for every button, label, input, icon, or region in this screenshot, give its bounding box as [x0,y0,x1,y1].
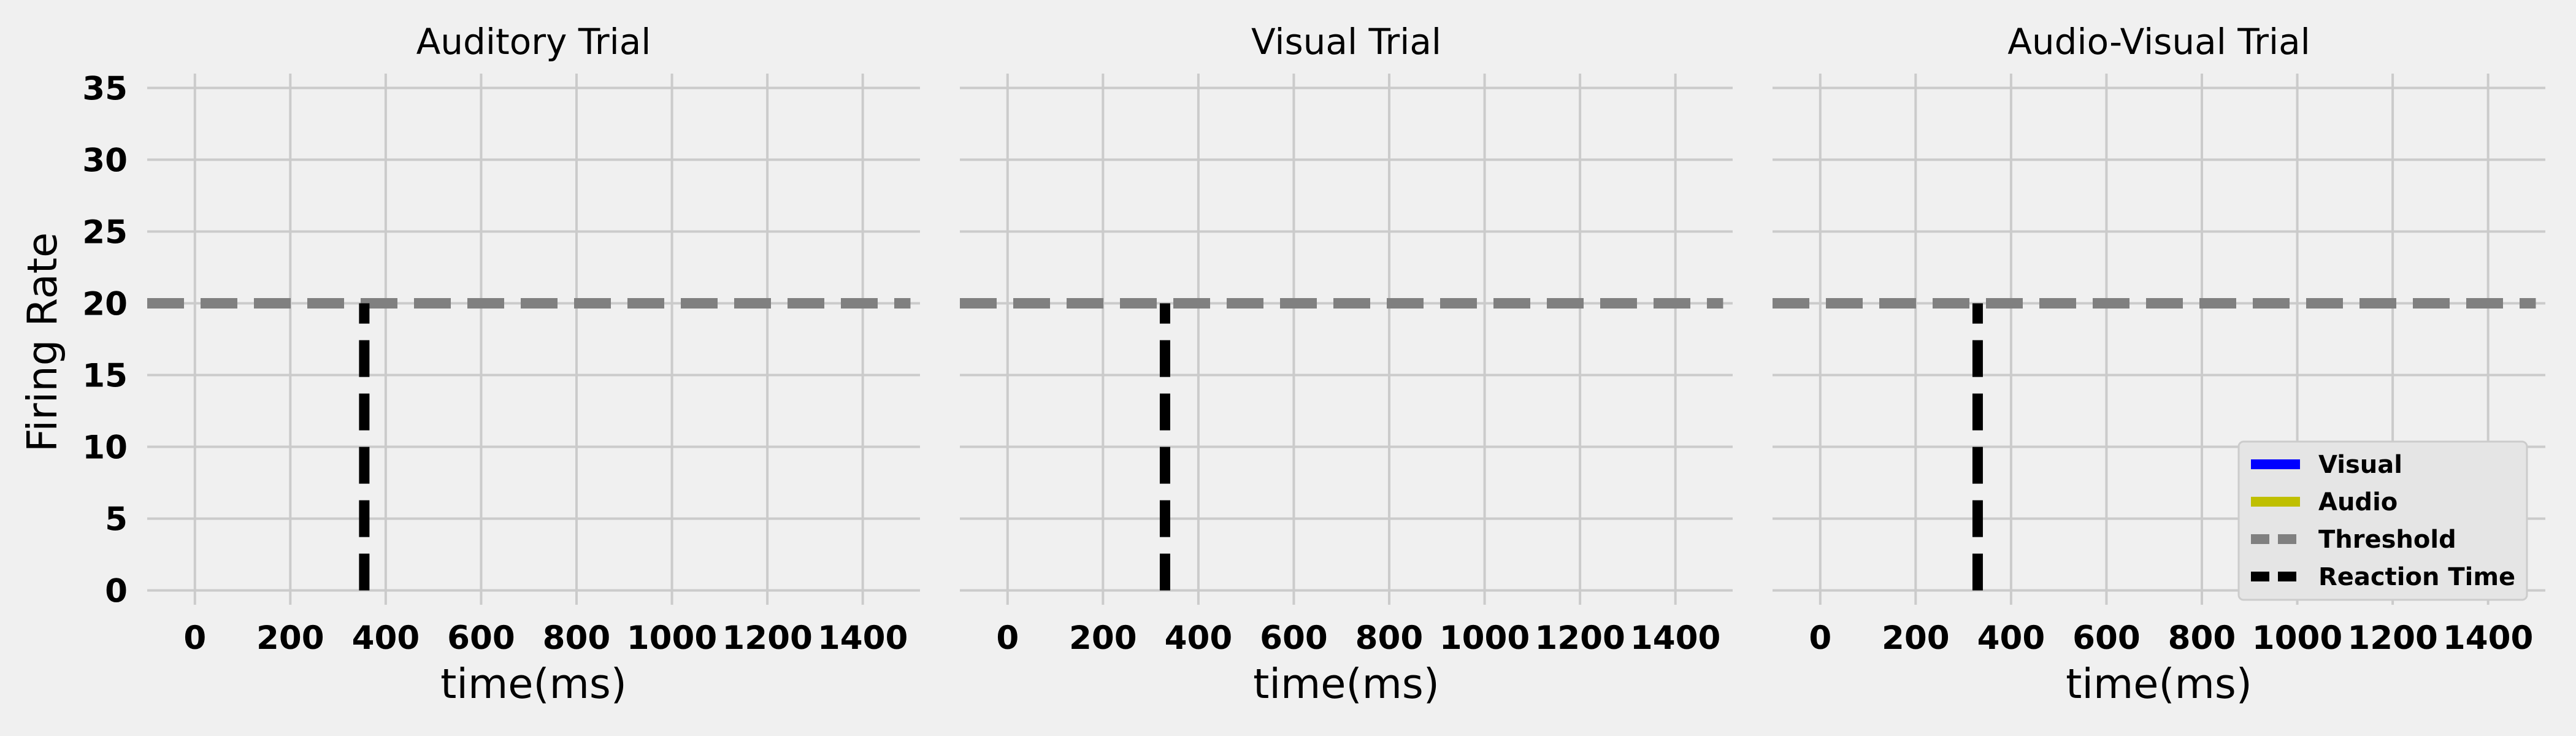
legend-label-visual: Visual [2318,451,2402,479]
x-tick-label: 0 [1809,619,1831,657]
x-tick-label: 1200 [1535,619,1625,657]
y-tick-label: 35 [82,70,128,107]
x-tick-label: 400 [1165,619,1233,657]
x-tick-label: 200 [256,619,324,657]
x-tick-label: 600 [1260,619,1328,657]
x-tick-label: 400 [1977,619,2045,657]
legend-label-threshold: Threshold [2318,526,2456,554]
chart-title: Visual Trial [1251,21,1441,63]
x-axis-label: time(ms) [1253,660,1439,708]
y-tick-label: 25 [82,213,128,251]
x-tick-label: 0 [183,619,206,657]
y-axis-label: Firing Rate [18,232,66,452]
legend-box [2237,440,2528,601]
x-tick-label: 600 [447,619,515,657]
x-tick-label: 1400 [1630,619,1721,657]
y-tick-label: 0 [105,573,128,610]
x-tick-label: 600 [2072,619,2141,657]
x-tick-label: 1400 [2443,619,2534,657]
x-tick-label: 1200 [2347,619,2438,657]
chart-title: Auditory Trial [416,21,651,63]
chart-panel-2: 0 200 400 600 800 1000 1200 1400 Visual Trial tim… [960,21,1733,708]
x-axis-label: time(ms) [440,660,627,708]
x-tick-label: 1000 [627,619,718,657]
x-tick-label: 1000 [2252,619,2343,657]
x-tick-label: 800 [2168,619,2236,657]
legend: Visual Audio Threshold Reaction Time [2237,440,2528,601]
x-tick-label: 200 [1882,619,1950,657]
y-tick-label: 10 [82,429,128,467]
legend-label-reaction-time: Reaction Time [2318,563,2515,591]
x-tick-label: 400 [352,619,420,657]
chart-title: Audio-Visual Trial [2007,21,2310,63]
chart-panel-1: 0 200 400 600 800 1000 1200 1400 0 5 10 15 20 25 30 35 A… [82,21,920,708]
x-tick-label: 800 [1355,619,1424,657]
y-tick-label: 5 [105,501,128,539]
x-tick-label: 1200 [722,619,813,657]
x-tick-label: 0 [996,619,1019,657]
panels: 0 200 400 600 800 1000 1200 140005101520253035A… [82,21,2545,708]
x-tick-label: 1400 [818,619,908,657]
legend-label-audio: Audio [2318,488,2398,516]
y-tick-label: 15 [82,358,128,395]
x-tick-label: 200 [1069,619,1137,657]
y-tick-label: 30 [82,142,128,179]
x-axis-label: time(ms) [2066,660,2252,708]
y-tick-label: 20 [82,285,128,323]
x-tick-label: 1000 [1439,619,1530,657]
x-tick-label: 800 [543,619,611,657]
chart-panel-3: 0 200 400 600 800 1000 1200 1400 Audio-Visual Tr… [1773,21,2545,708]
